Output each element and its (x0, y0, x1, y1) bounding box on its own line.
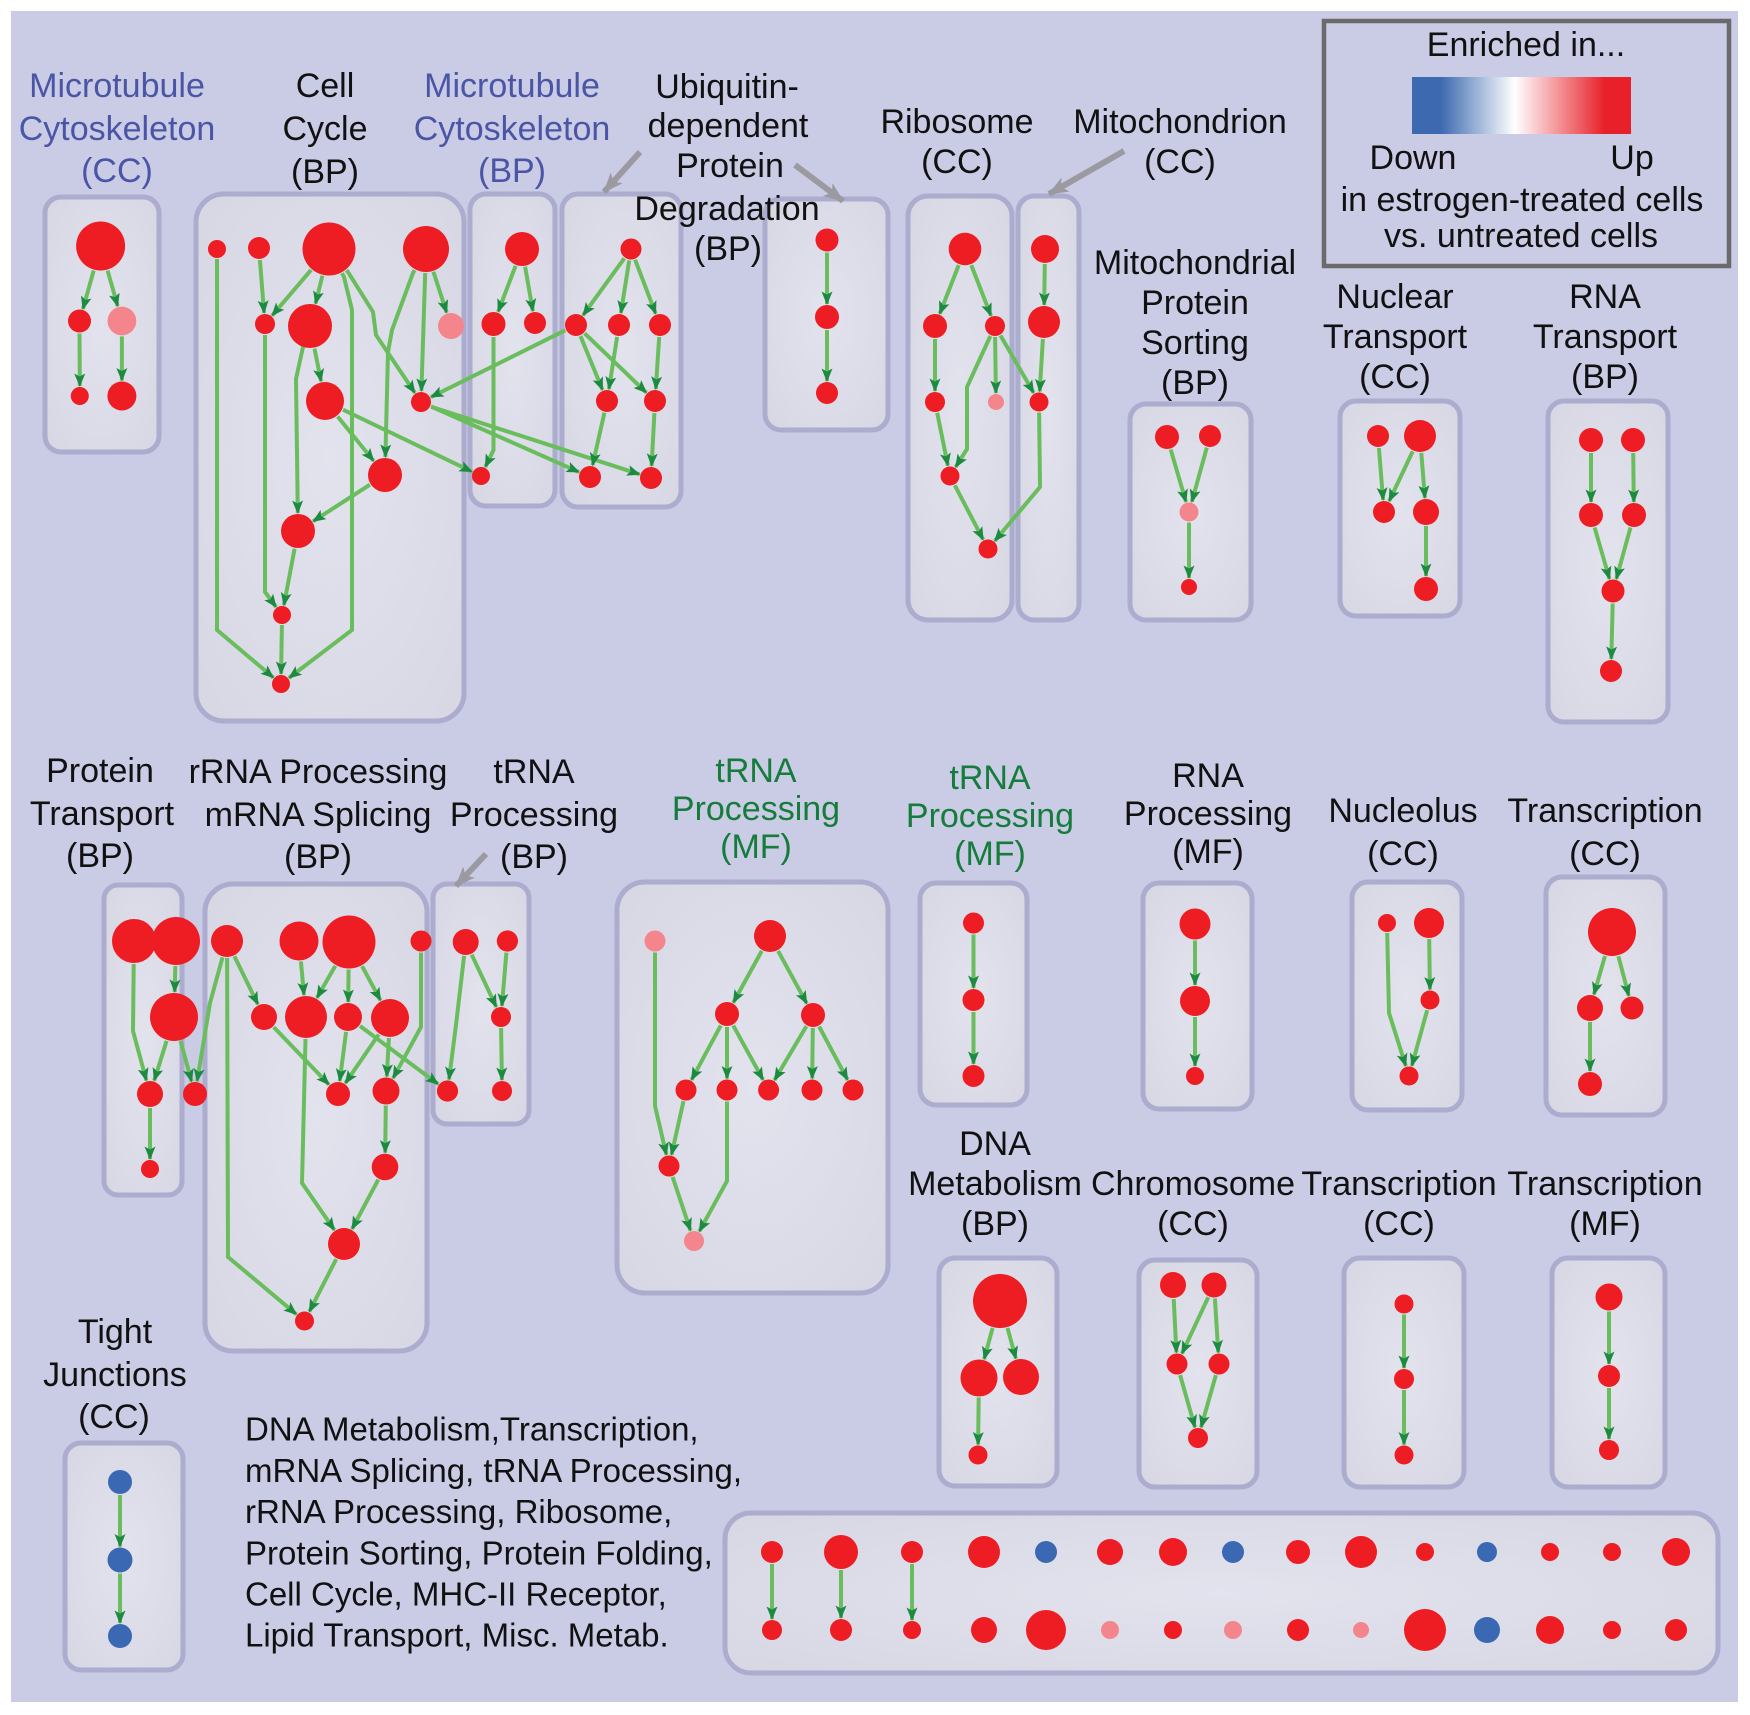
svg-text:(BP): (BP) (66, 837, 134, 875)
svg-text:(CC): (CC) (1363, 1205, 1435, 1243)
svg-text:(BP): (BP) (291, 153, 359, 191)
svg-text:Nuclear: Nuclear (1336, 278, 1453, 316)
svg-text:Cycle: Cycle (282, 110, 367, 148)
svg-text:Transcription: Transcription (1507, 792, 1702, 830)
svg-text:RNA: RNA (1569, 278, 1641, 316)
svg-text:mRNA Splicing: mRNA Splicing (205, 796, 432, 834)
svg-text:Cytoskeleton: Cytoskeleton (19, 110, 216, 148)
svg-text:Protein Sorting, Protein Foldi: Protein Sorting, Protein Folding, (245, 1534, 713, 1571)
svg-text:Transcription: Transcription (1507, 1165, 1702, 1203)
svg-text:(CC): (CC) (1144, 143, 1216, 181)
svg-text:Metabolism: Metabolism (908, 1165, 1082, 1203)
svg-text:Microtubule: Microtubule (424, 67, 600, 105)
svg-text:tRNA: tRNA (493, 753, 575, 791)
svg-text:Junctions: Junctions (43, 1356, 187, 1394)
svg-text:(BP): (BP) (478, 152, 546, 190)
svg-text:Transcription: Transcription (1301, 1165, 1496, 1203)
svg-text:(BP): (BP) (694, 230, 762, 268)
svg-text:rRNA Processing: rRNA Processing (189, 753, 448, 791)
svg-text:(CC): (CC) (921, 143, 993, 181)
svg-text:(MF): (MF) (1569, 1205, 1641, 1243)
svg-text:Cytoskeleton: Cytoskeleton (414, 110, 611, 148)
svg-text:DNA Metabolism,Transcription,: DNA Metabolism,Transcription, (245, 1411, 699, 1448)
svg-text:mRNA Splicing, tRNA Processing: mRNA Splicing, tRNA Processing, (245, 1452, 742, 1489)
svg-text:Transport: Transport (1533, 318, 1678, 356)
svg-text:Protein: Protein (676, 147, 784, 185)
svg-text:(CC): (CC) (1569, 835, 1641, 873)
svg-text:Down: Down (1370, 139, 1457, 177)
svg-text:tRNA: tRNA (715, 752, 797, 790)
svg-text:Cell Cycle, MHC-II Receptor,: Cell Cycle, MHC-II Receptor, (245, 1576, 667, 1613)
svg-text:Ribosome: Ribosome (880, 103, 1033, 141)
svg-text:(BP): (BP) (1161, 364, 1229, 402)
svg-text:Processing: Processing (450, 796, 618, 834)
svg-text:Protein: Protein (1141, 284, 1249, 322)
svg-text:DNA: DNA (959, 1125, 1031, 1163)
svg-text:Processing: Processing (1124, 795, 1292, 833)
svg-text:Microtubule: Microtubule (29, 67, 205, 105)
svg-text:tRNA: tRNA (949, 759, 1031, 797)
svg-text:(CC): (CC) (1367, 835, 1439, 873)
svg-text:(CC): (CC) (1157, 1205, 1229, 1243)
svg-text:(CC): (CC) (78, 1398, 150, 1436)
svg-text:rRNA Processing, Ribosome,: rRNA Processing, Ribosome, (245, 1493, 672, 1530)
svg-text:Sorting: Sorting (1141, 324, 1249, 362)
svg-text:(MF): (MF) (720, 828, 792, 866)
svg-text:Tight: Tight (78, 1313, 153, 1351)
svg-text:dependent: dependent (648, 107, 809, 145)
svg-text:vs. untreated cells: vs. untreated cells (1384, 217, 1658, 255)
svg-text:Mitochondrion: Mitochondrion (1073, 103, 1287, 141)
svg-text:in estrogen-treated cells: in estrogen-treated cells (1341, 181, 1704, 219)
svg-text:Enriched in...: Enriched in... (1427, 26, 1625, 64)
svg-text:Lipid Transport, Misc. Metab.: Lipid Transport, Misc. Metab. (245, 1617, 669, 1654)
svg-text:(BP): (BP) (1571, 358, 1639, 396)
svg-text:Chromosome: Chromosome (1091, 1165, 1295, 1203)
svg-text:Up: Up (1610, 139, 1653, 177)
svg-text:(CC): (CC) (1359, 358, 1431, 396)
svg-text:Nucleolus: Nucleolus (1328, 792, 1477, 830)
svg-text:RNA: RNA (1172, 757, 1244, 795)
svg-text:Protein: Protein (46, 752, 154, 790)
svg-text:Mitochondrial: Mitochondrial (1094, 244, 1296, 282)
svg-text:(MF): (MF) (1172, 833, 1244, 871)
svg-text:(BP): (BP) (284, 838, 352, 876)
svg-text:Transport: Transport (1323, 318, 1468, 356)
svg-text:Processing: Processing (906, 797, 1074, 835)
svg-text:Processing: Processing (672, 790, 840, 828)
svg-text:(MF): (MF) (954, 835, 1026, 873)
svg-text:Transport: Transport (30, 795, 175, 833)
svg-text:Ubiquitin-: Ubiquitin- (655, 68, 799, 106)
svg-text:(CC): (CC) (81, 152, 153, 190)
svg-text:(BP): (BP) (961, 1205, 1029, 1243)
svg-text:(BP): (BP) (500, 838, 568, 876)
svg-text:Cell: Cell (296, 67, 355, 105)
svg-text:Degradation: Degradation (634, 190, 819, 228)
